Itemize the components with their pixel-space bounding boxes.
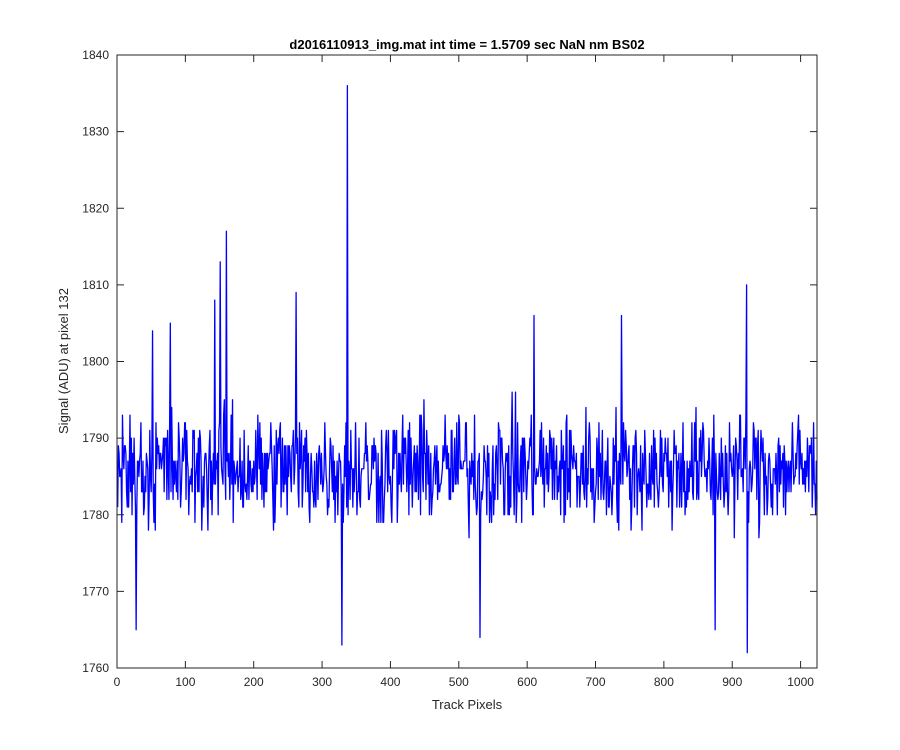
y-tick-label: 1800 xyxy=(82,355,109,369)
y-tick-label: 1770 xyxy=(82,584,109,598)
x-tick-label: 100 xyxy=(175,675,195,689)
x-tick-label: 900 xyxy=(722,675,742,689)
x-tick-label: 800 xyxy=(654,675,674,689)
chart-title: d2016110913_img.mat int time = 1.5709 se… xyxy=(289,37,644,52)
x-axis-label: Track Pixels xyxy=(432,697,503,712)
signal-series-line xyxy=(117,85,818,654)
x-tick-label: 500 xyxy=(449,675,469,689)
y-tick-label: 1780 xyxy=(82,508,109,522)
y-axis-label: Signal (ADU) at pixel 132 xyxy=(56,288,71,434)
y-tick-label: 1830 xyxy=(82,125,109,139)
y-tick-label: 1760 xyxy=(82,661,109,675)
y-tick-label: 1810 xyxy=(82,278,109,292)
x-tick-label: 0 xyxy=(114,675,121,689)
ticks-layer: 0 100 200 300 400 500 600 700 800 900 1000 1760 1770… xyxy=(82,48,817,689)
x-tick-label: 200 xyxy=(244,675,264,689)
x-tick-label: 1000 xyxy=(787,675,814,689)
plot-area xyxy=(117,55,817,668)
series-layer xyxy=(117,85,818,654)
x-tick-label: 700 xyxy=(586,675,606,689)
y-tick-label: 1840 xyxy=(82,48,109,62)
x-tick-label: 600 xyxy=(517,675,537,689)
y-tick-label: 1820 xyxy=(82,201,109,215)
x-tick-label: 400 xyxy=(380,675,400,689)
y-tick-label: 1790 xyxy=(82,431,109,445)
x-tick-label: 300 xyxy=(312,675,332,689)
